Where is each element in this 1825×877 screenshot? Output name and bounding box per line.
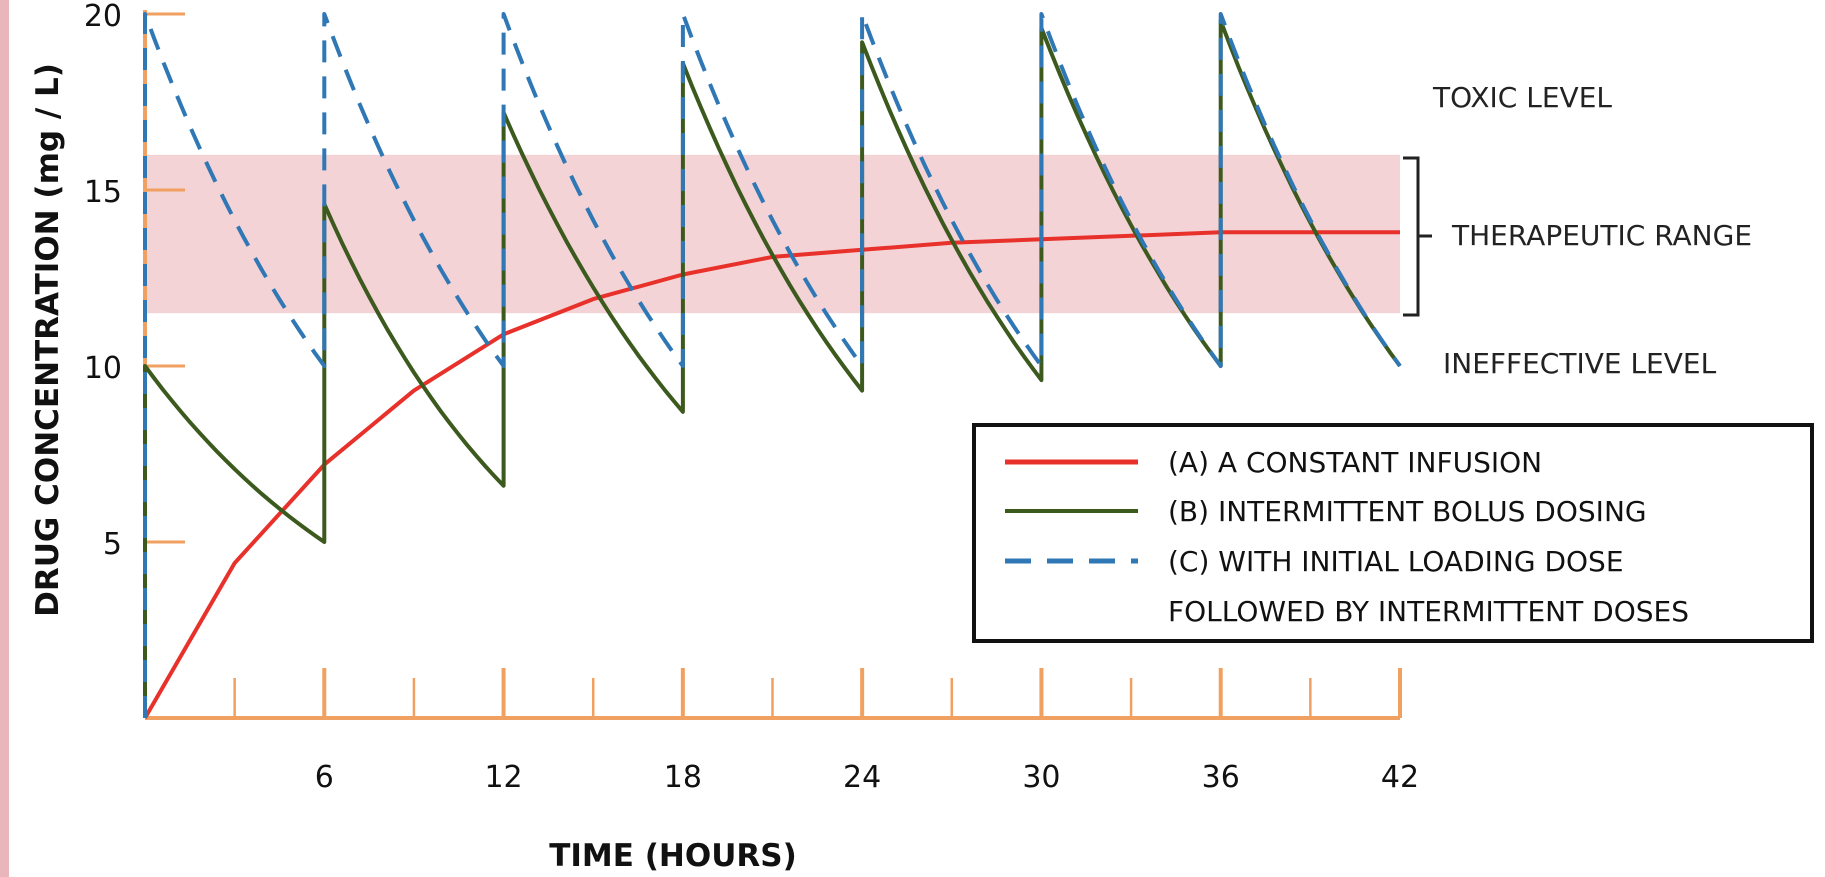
x-tick-label: 18 (664, 760, 702, 795)
therapeutic-range-bracket (1403, 156, 1432, 317)
left-edge-stripe (0, 0, 9, 877)
x-axis-title: TIME (HOURS) (549, 838, 797, 874)
y-axis-title: DRUG CONCENTRATION (mg / L) (30, 63, 66, 617)
y-tick-label: 15 (84, 175, 122, 210)
x-tick-label: 30 (1022, 760, 1060, 795)
toxic-level-label: TOXIC LEVEL (1432, 81, 1612, 114)
y-tick-label: 20 (84, 0, 122, 34)
y-tick-labels: 5 10 15 20 (84, 0, 122, 562)
y-tick-label: 10 (84, 351, 122, 386)
legend: (A) A CONSTANT INFUSION (B) INTERMITTENT… (972, 423, 1814, 643)
ineffective-level-label: INEFFECTIVE LEVEL (1443, 347, 1717, 380)
therapeutic-range-label: THERAPEUTIC RANGE (1451, 219, 1752, 252)
legend-label-bolus: (B) INTERMITTENT BOLUS DOSING (1168, 495, 1647, 528)
x-tick-label: 6 (315, 760, 334, 795)
x-tick-label: 24 (843, 760, 881, 795)
legend-label-infusion: (A) A CONSTANT INFUSION (1168, 446, 1542, 479)
x-minor-ticks (233, 678, 1312, 718)
legend-label-loading-line2: FOLLOWED BY INTERMITTENT DOSES (1168, 595, 1689, 628)
legend-label-loading-line1: (C) WITH INITIAL LOADING DOSE (1168, 545, 1624, 578)
series-line-loading-dose (143, 12, 1402, 718)
y-tick-marks (145, 12, 185, 544)
x-tick-label: 12 (484, 760, 522, 795)
x-tick-label: 42 (1381, 760, 1419, 795)
x-tick-labels: 6 12 18 24 30 36 42 (315, 760, 1419, 795)
y-tick-label: 5 (103, 527, 122, 562)
series-line-intermittent-bolus (143, 19, 1402, 718)
x-tick-label: 36 (1202, 760, 1240, 795)
x-tick-marks (322, 668, 1402, 718)
